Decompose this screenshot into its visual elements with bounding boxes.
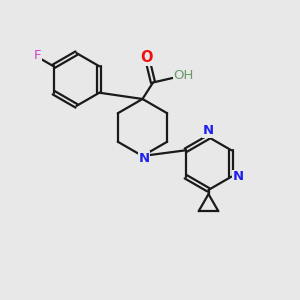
Text: N: N (203, 124, 214, 137)
Text: N: N (138, 152, 150, 165)
Text: N: N (232, 170, 244, 183)
Text: OH: OH (174, 69, 194, 82)
Text: F: F (34, 49, 42, 62)
Text: O: O (141, 50, 153, 65)
